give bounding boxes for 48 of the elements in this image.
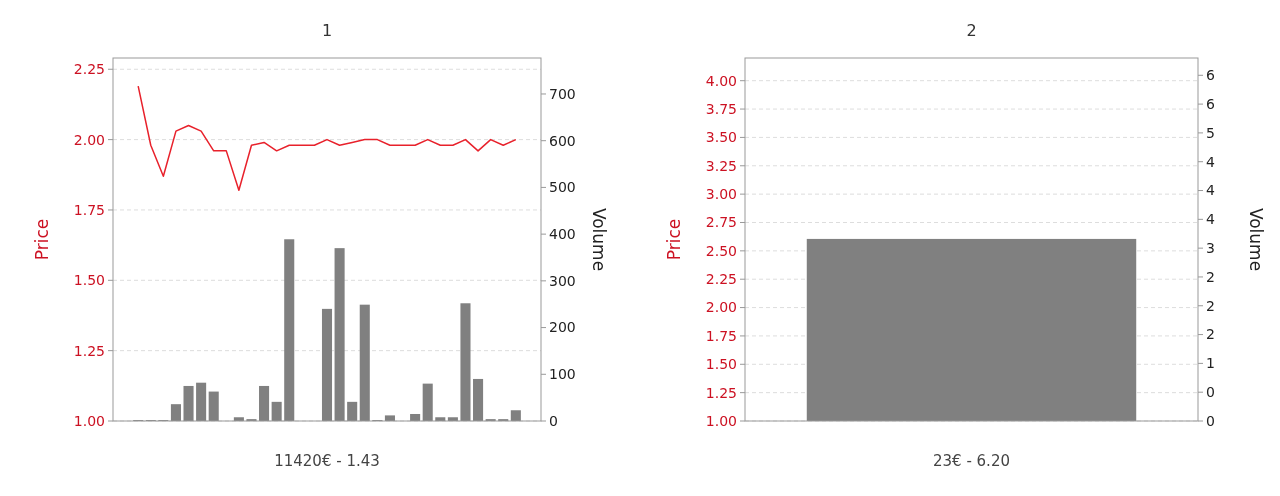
y-tick-label: 1.50 <box>73 272 105 289</box>
y-axis-title: Price <box>32 218 52 261</box>
y2-tick-label: 4 <box>1206 182 1215 199</box>
chart-title: 2 <box>966 21 977 40</box>
y-tick-label: 3.00 <box>705 186 737 203</box>
y-tick-label: 1.75 <box>73 201 105 218</box>
y-tick-label: 2.00 <box>705 299 737 316</box>
y2-tick-label: 400 <box>549 226 576 243</box>
y-tick-label: 3.50 <box>705 129 737 146</box>
y-tick-label: 2.50 <box>705 242 737 259</box>
y2-tick-label: 6 <box>1206 96 1215 112</box>
y-tick-label: 1.75 <box>705 327 737 344</box>
y-tick-label: 1.25 <box>705 384 737 401</box>
y-tick-label: 1.00 <box>73 412 105 429</box>
y2-tick-label: 4 <box>1206 211 1215 228</box>
x-axis-title: 11420€ - 1.43 <box>274 452 380 470</box>
y2-tick-label: 3 <box>1206 240 1215 257</box>
y-tick-label: 1.50 <box>705 356 737 373</box>
y2-tick-label: 0 <box>1206 412 1215 429</box>
y2-tick-label: 700 <box>549 85 576 102</box>
chart-title: 1 <box>321 21 333 40</box>
y2-axis-title: Volume <box>589 207 609 272</box>
y2-tick-label: 0 <box>1206 384 1215 401</box>
y-tick-label: 1.25 <box>73 342 105 359</box>
y2-tick-label: 600 <box>549 132 576 149</box>
x-axis-title: 23€ - 6.20 <box>933 452 1010 470</box>
y2-tick-label: 1 <box>1206 355 1215 372</box>
y2-tick-label: 2 <box>1206 326 1215 343</box>
y-tick-label: 3.75 <box>705 100 737 117</box>
y-tick-label: 2.75 <box>705 214 737 231</box>
y2-tick-label: 4 <box>1206 153 1215 170</box>
y-tick-label: 2.25 <box>73 61 105 78</box>
y2-tick-label: 300 <box>549 272 576 289</box>
y2-tick-label: 100 <box>549 366 576 383</box>
y-tick-label: 1.00 <box>705 412 737 429</box>
y2-axis-title: Volume <box>1246 207 1266 272</box>
y2-tick-label: 2 <box>1206 268 1215 285</box>
y-axis-title: Price <box>664 218 684 261</box>
y-tick-label: 2.00 <box>73 131 105 148</box>
y2-tick-label: 200 <box>549 319 576 336</box>
y2-tick-label: 0 <box>549 412 558 429</box>
y-tick-label: 2.25 <box>705 271 737 288</box>
y2-tick-label: 6 <box>1206 67 1215 84</box>
y-tick-label: 4.00 <box>705 72 737 89</box>
y-tick-label: 3.25 <box>705 157 737 174</box>
y2-tick-label: 500 <box>549 179 576 196</box>
y2-tick-label: 2 <box>1206 297 1215 314</box>
y2-tick-label: 5 <box>1206 124 1215 141</box>
